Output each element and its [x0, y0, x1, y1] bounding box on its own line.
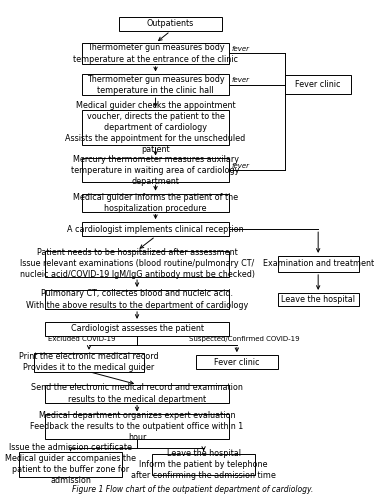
Text: Cardiologist assesses the patient: Cardiologist assesses the patient — [70, 324, 204, 334]
Text: Leave the hospital: Leave the hospital — [281, 295, 355, 304]
Text: Excluded COVID-19: Excluded COVID-19 — [48, 336, 116, 342]
Text: Leave the hospital
Inform the patient by telephone
after confirming the admissio: Leave the hospital Inform the patient by… — [131, 448, 276, 480]
Bar — [285, 76, 352, 94]
Text: Figure 1 Flow chart of the outpatient department of cardiology.: Figure 1 Flow chart of the outpatient de… — [72, 484, 313, 494]
Text: Fever clinic: Fever clinic — [295, 80, 341, 90]
Text: A cardiologist implements clinical reception: A cardiologist implements clinical recep… — [67, 224, 244, 234]
Text: Send the electronic medical record and examination
results to the medical depart: Send the electronic medical record and e… — [31, 384, 243, 404]
Text: Issue the admission certificate
Medical guider accompanies the
patient to the bu: Issue the admission certificate Medical … — [5, 443, 136, 486]
Text: Print the electronic medical record
Provides it to the medical guider: Print the electronic medical record Prov… — [19, 352, 159, 372]
Bar — [82, 158, 229, 182]
Text: Thermometer gun measures body
temperature in the clinic hall: Thermometer gun measures body temperatur… — [87, 74, 224, 95]
Text: Mercury thermometer measures auxilary
temperature in waiting area of cardiology
: Mercury thermometer measures auxilary te… — [71, 154, 240, 186]
Bar — [82, 194, 229, 212]
Bar — [82, 43, 229, 64]
Bar — [278, 256, 359, 272]
Text: Medical guider informs the patient of the
hospitalization procedure: Medical guider informs the patient of th… — [73, 192, 238, 212]
Text: fever: fever — [231, 163, 249, 169]
Text: Thermometer gun measures body
temperature at the entrance of the clinic: Thermometer gun measures body temperatur… — [73, 44, 238, 64]
Text: Suspected/Confirmed COVID-19: Suspected/Confirmed COVID-19 — [189, 336, 300, 342]
Bar — [82, 74, 229, 95]
Bar — [45, 384, 229, 402]
Bar — [119, 17, 222, 31]
Bar — [45, 322, 229, 336]
Text: fever: fever — [231, 78, 249, 84]
Bar — [45, 414, 229, 439]
Bar — [45, 250, 229, 277]
Text: Examination and treatment: Examination and treatment — [263, 260, 374, 268]
Text: Outpatients: Outpatients — [147, 20, 194, 28]
Bar — [82, 110, 229, 144]
Bar — [45, 290, 229, 309]
Text: Fever clinic: Fever clinic — [214, 358, 259, 366]
Text: Pulmonary CT, collectes blood and nucleic acid.
With the above results to the de: Pulmonary CT, collectes blood and nuclei… — [26, 290, 248, 310]
Text: Medical department organizes expert evaluation
Feedback the results to the outpa: Medical department organizes expert eval… — [30, 411, 244, 442]
Bar — [278, 293, 359, 306]
Bar — [152, 454, 255, 475]
Text: Medical guider checks the appointment
voucher, directs the patient to the
depart: Medical guider checks the appointment vo… — [65, 101, 246, 154]
Text: fever: fever — [231, 46, 249, 52]
Text: Patient needs to be hospitalized after assessment
Issue relevant examinations (b: Patient needs to be hospitalized after a… — [20, 248, 254, 280]
Bar — [33, 352, 144, 372]
Bar — [196, 355, 278, 370]
Bar — [19, 452, 122, 477]
Bar — [82, 222, 229, 236]
